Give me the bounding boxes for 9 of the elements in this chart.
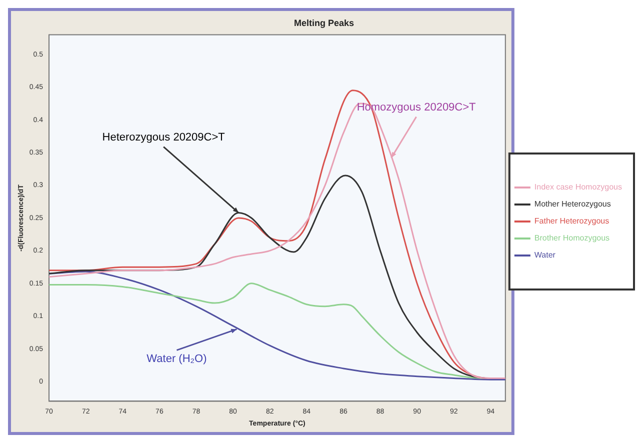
legend-label: Water — [534, 250, 556, 260]
legend-label: Brother Homozygous — [534, 234, 610, 243]
legend-label: Mother Heterozygous — [534, 200, 611, 209]
annotation: Homozygous 20209C>T — [356, 101, 476, 114]
legend-label: Index case Homozygous — [534, 182, 622, 192]
legend-label: Father Heterozygous — [534, 216, 610, 226]
annotation: Heterozygous 20209C>T — [102, 131, 226, 144]
annotation: Water (H₂O) — [146, 352, 207, 365]
chart-title: Melting Peaks — [294, 18, 354, 28]
